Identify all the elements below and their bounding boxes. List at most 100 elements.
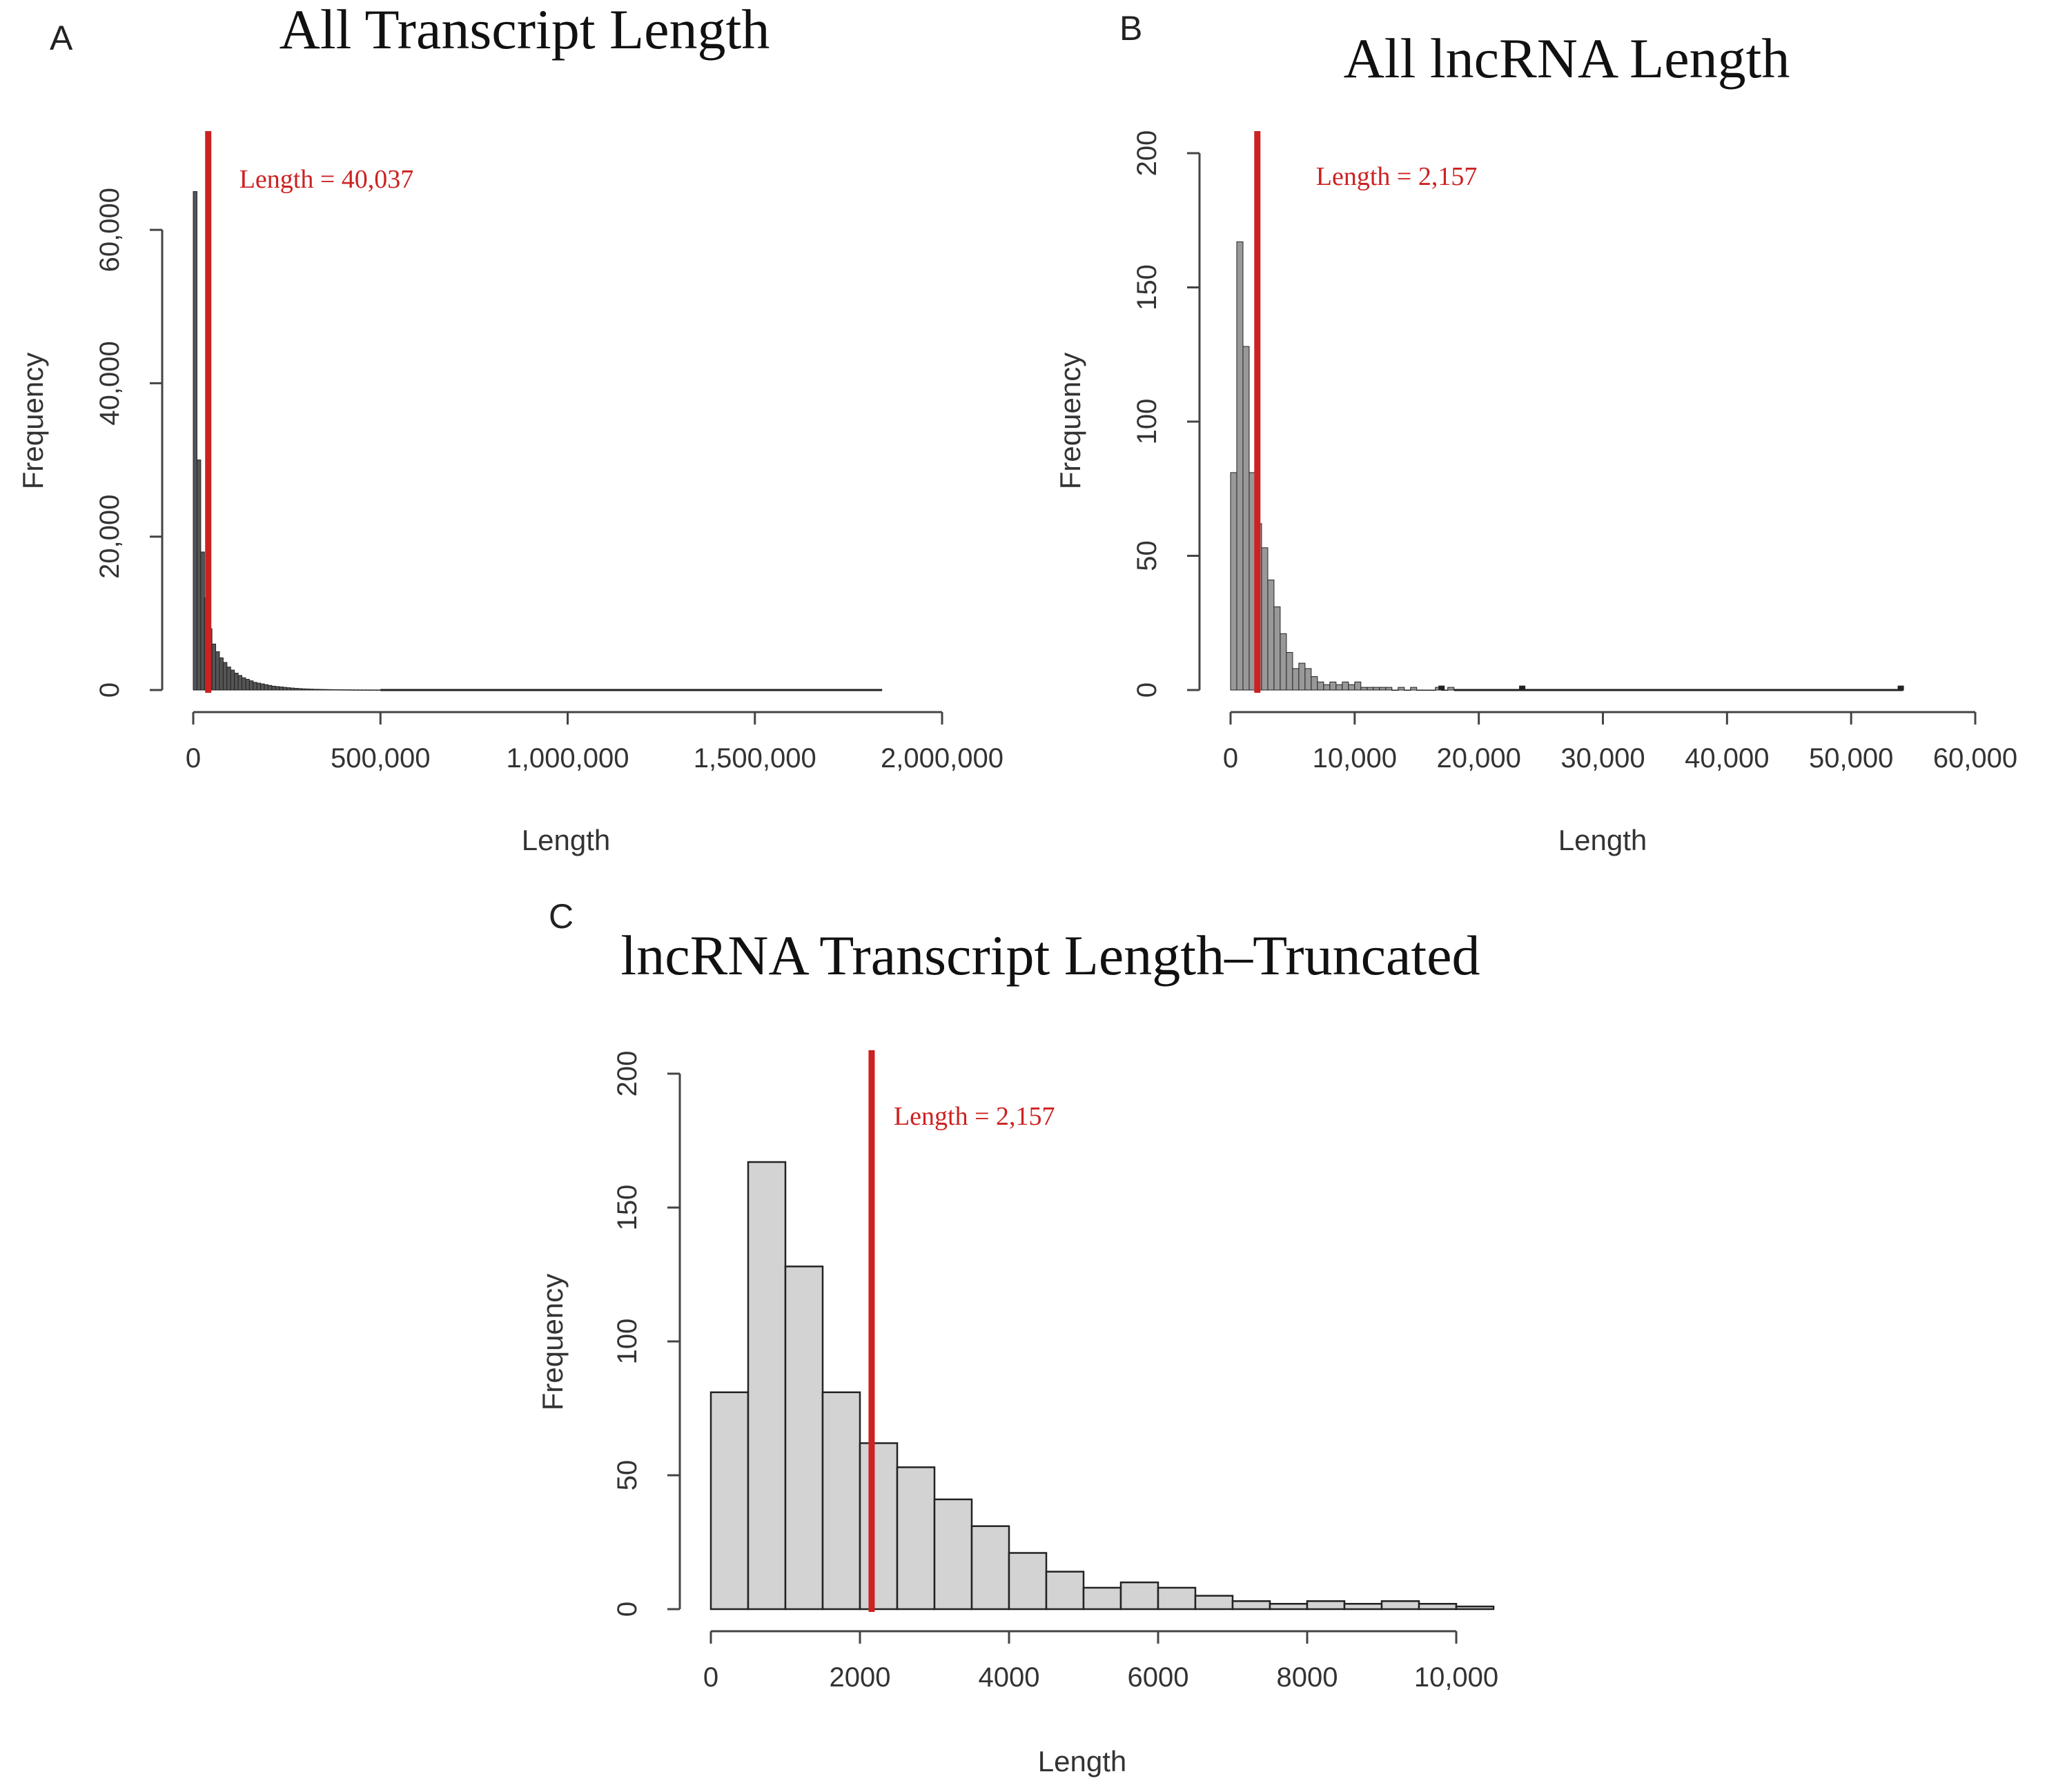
histogram-bar — [268, 685, 273, 691]
histogram-bar — [1306, 1600, 1346, 1611]
histogram-bar — [1242, 346, 1250, 691]
y-tick-label: 50 — [1132, 540, 1162, 571]
histogram-bar — [264, 684, 269, 691]
panel-a: A All Transcript Length Length = 40,037 … — [17, 0, 1003, 856]
histogram-bar — [1298, 662, 1306, 691]
histogram-bar — [1304, 668, 1312, 691]
histogram-bar — [1354, 681, 1362, 691]
x-tick-label: 30,000 — [1560, 743, 1645, 774]
x-axis-label: Length — [522, 824, 610, 856]
histogram-bar — [226, 667, 231, 691]
histogram-bar — [305, 688, 310, 691]
histogram-bar — [1380, 1600, 1420, 1611]
histogram-bar — [342, 689, 347, 691]
histogram-bar — [1261, 547, 1269, 691]
histogram-bar — [821, 1391, 861, 1611]
histogram-bar — [1269, 1602, 1309, 1611]
histogram-bar — [369, 689, 373, 691]
histogram-bar — [372, 689, 378, 691]
histogram-bar — [320, 689, 325, 691]
histogram-bar-outlier — [1897, 685, 1904, 691]
histogram-bar — [1429, 689, 1436, 691]
panel-letter: A — [50, 19, 73, 57]
histogram-bar — [896, 1466, 936, 1611]
histogram-bar — [248, 680, 254, 691]
x-tick-label: 60,000 — [1933, 743, 2017, 774]
y-axis-label: Frequency — [17, 353, 49, 489]
histogram-bar — [335, 689, 340, 691]
histogram-bar — [1194, 1595, 1234, 1611]
histogram-bar — [970, 1525, 1010, 1611]
x-axis: 0 10,000 20,000 30,000 40,000 50,000 60,000 — [1223, 711, 2017, 774]
histogram-bar — [1398, 687, 1405, 691]
y-tick-label: 150 — [612, 1185, 643, 1231]
marker-label: Length = 40,037 — [239, 165, 414, 194]
histogram-bar — [1231, 1600, 1271, 1611]
histogram-bar — [1236, 241, 1244, 691]
histogram-bar — [242, 677, 246, 691]
histogram-bar — [1416, 689, 1424, 691]
x-axis: 0 500,000 1,000,000 1,500,000 2,000,000 — [186, 711, 1003, 774]
x-tick-label: 500,000 — [331, 743, 431, 774]
histogram-bar — [282, 687, 288, 691]
histogram-bar — [219, 657, 224, 691]
histogram-bar — [365, 689, 370, 691]
y-axis-label: Frequency — [536, 1274, 569, 1410]
y-axis: 0 50 100 150 200 — [1132, 130, 1201, 698]
histogram-bar — [933, 1498, 973, 1611]
histogram-bar — [237, 675, 243, 691]
y-axis-label: Frequency — [1054, 353, 1086, 489]
histogram-bar — [1317, 681, 1324, 691]
histogram-bar — [1391, 689, 1399, 691]
y-tick-label: 100 — [1132, 399, 1162, 445]
x-tick-label: 2000 — [830, 1662, 891, 1693]
histogram-bar — [293, 688, 299, 691]
y-tick-label: 20,000 — [95, 495, 125, 579]
histogram-bar — [1157, 1586, 1197, 1611]
histogram-bar — [1455, 1605, 1495, 1611]
histogram-bar-outlier — [1438, 685, 1445, 691]
y-tick-label: 200 — [612, 1051, 643, 1097]
x-axis: 0 2000 4000 6000 8000 10,000 — [703, 1630, 1498, 1693]
y-axis: 0 50 100 150 200 — [612, 1051, 681, 1617]
panel-letter: C — [549, 897, 574, 936]
x-tick-label: 20,000 — [1436, 743, 1520, 774]
histogram-bar — [245, 678, 250, 691]
histogram-bar — [1379, 687, 1387, 691]
x-axis-label: Length — [1038, 1745, 1126, 1778]
histogram-bar — [1410, 687, 1418, 691]
histogram-bar — [256, 682, 262, 691]
histogram-bar — [353, 689, 359, 691]
histogram-bar — [1273, 606, 1281, 691]
y-tick-label: 100 — [612, 1319, 643, 1365]
histogram-bar — [313, 689, 317, 691]
histogram-bar — [1292, 668, 1300, 691]
x-tick-label: 40,000 — [1685, 743, 1769, 774]
histogram-bar — [1404, 689, 1411, 691]
y-tick-label: 0 — [612, 1602, 643, 1617]
histogram-bar — [215, 651, 220, 691]
histogram-bar — [350, 689, 355, 691]
x-axis-label: Length — [1558, 824, 1647, 856]
histogram-bar — [1447, 687, 1455, 691]
histogram-bar — [230, 669, 235, 691]
histogram-bar — [324, 689, 329, 691]
histogram-bar — [253, 682, 257, 691]
histogram-bar — [1335, 684, 1343, 691]
histogram-bar — [1267, 580, 1275, 691]
x-tick-label: 4000 — [979, 1662, 1040, 1693]
histogram-bar — [784, 1266, 824, 1611]
histogram-bar — [1348, 684, 1355, 691]
chart-title: lncRNA Transcript Length–Truncated — [620, 924, 1480, 987]
histogram-bar — [1360, 687, 1368, 691]
y-tick-label: 50 — [612, 1460, 643, 1491]
x-tick-label: 0 — [186, 743, 201, 774]
x-tick-label: 10,000 — [1414, 1662, 1498, 1693]
x-tick-label: 10,000 — [1313, 743, 1397, 774]
histogram-bar-outlier — [1519, 685, 1526, 691]
histogram-bar — [301, 688, 306, 691]
histogram-bar — [316, 689, 321, 691]
bars — [709, 1161, 1495, 1611]
x-tick-label: 1,500,000 — [694, 743, 816, 774]
